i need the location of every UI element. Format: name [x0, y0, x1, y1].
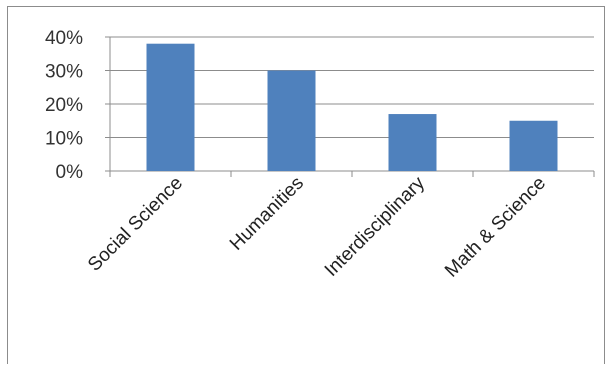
y-tick-label: 30% — [45, 62, 83, 83]
y-tick-label: 20% — [45, 95, 83, 116]
x-tick-marks — [109, 171, 595, 177]
category-label: Interdisciplinary — [321, 172, 430, 281]
category-label: Math & Science — [441, 173, 550, 282]
bar — [146, 43, 195, 172]
bar — [509, 120, 558, 171]
category-label: Social Science — [84, 173, 187, 276]
category-label: Humanities — [226, 173, 308, 255]
chart-frame — [7, 6, 605, 364]
bars — [146, 43, 558, 172]
category-labels: Social Science Humanities Interdisciplinar… — [84, 172, 550, 281]
bar — [267, 70, 316, 171]
y-tick-label: 0% — [56, 162, 84, 183]
bar — [388, 114, 437, 171]
y-tick-label: 10% — [45, 129, 83, 150]
y-tick-labels: 0% 10% 20% 30% 40% — [45, 28, 83, 183]
y-tick-label: 40% — [45, 28, 83, 49]
